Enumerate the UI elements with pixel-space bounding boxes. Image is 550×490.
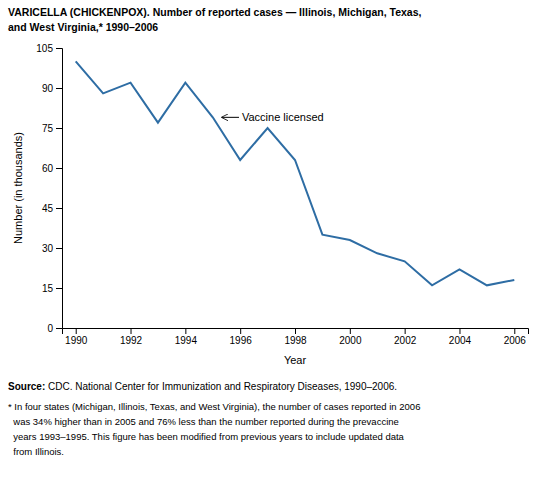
source-label: Source:	[8, 381, 45, 392]
x-tick-mark	[295, 328, 296, 334]
y-tick: 105	[36, 43, 62, 54]
y-tick: 0	[47, 323, 62, 334]
x-tick-label: 2006	[504, 335, 527, 346]
x-tick: 1996	[230, 328, 253, 346]
source-text: CDC. National Center for Immunization an…	[45, 381, 397, 392]
x-tick-mark	[350, 328, 351, 334]
y-tick-label: 30	[42, 243, 54, 254]
x-tick: 2002	[394, 328, 417, 346]
y-tick-label: 105	[36, 43, 53, 54]
y-tick: 45	[42, 203, 62, 214]
y-tick-mark	[56, 328, 62, 329]
x-tick-mark	[514, 328, 515, 334]
x-tick-label: 1992	[120, 335, 143, 346]
y-tick-label: 0	[47, 323, 53, 334]
x-tick: 1998	[284, 328, 307, 346]
x-tick: 1994	[175, 328, 198, 346]
y-tick: 60	[42, 163, 62, 174]
y-tick-label: 75	[42, 123, 54, 134]
y-tick: 75	[42, 123, 62, 134]
y-tick-mark	[56, 88, 62, 89]
y-tick-label: 15	[42, 283, 54, 294]
title: VARICELLA (CHICKENPOX). Number of report…	[8, 6, 422, 18]
x-tick-label: 2004	[449, 335, 472, 346]
y-tick-label: 45	[42, 203, 54, 214]
x-tick-mark	[131, 328, 132, 334]
x-tick: 2006	[504, 328, 527, 346]
y-tick-mark	[56, 208, 62, 209]
x-tick-label: 1994	[175, 335, 198, 346]
y-tick: 30	[42, 243, 62, 254]
x-tick: 1990	[65, 328, 88, 346]
y-axis-line	[56, 49, 63, 329]
x-axis: 1990 1992 1994 1996 1998 2000 2002 2004 2006	[63, 328, 529, 346]
x-tick-mark	[240, 328, 241, 334]
footnote: was 34% higher than in 2005 and 76% less…	[8, 416, 399, 427]
y-tick-mark	[56, 48, 62, 49]
chart: VARICELLA (CHICKENPOX). Number of report…	[0, 0, 550, 490]
y-tick-mark	[56, 288, 62, 289]
x-axis-line	[63, 329, 529, 335]
y-tick-label: 60	[42, 163, 54, 174]
x-tick-label: 1998	[284, 335, 307, 346]
x-tick-label: 1990	[65, 335, 88, 346]
footnote: from Illinois.	[8, 446, 64, 457]
annotation-arrow	[222, 117, 239, 118]
x-tick-mark	[185, 328, 186, 334]
plot: 1990 1992 1994 1996 1998 2000 2002 2004 2006 0 15 3…	[12, 43, 529, 366]
annotation: Vaccine licensed	[242, 111, 324, 123]
x-tick-label: 2002	[394, 335, 417, 346]
y-tick-label: 90	[42, 83, 54, 94]
x-tick-label: 1996	[230, 335, 253, 346]
x-tick-mark	[76, 328, 77, 334]
x-tick: 1992	[120, 328, 143, 346]
source: Source: CDC. National Center for Immuniz…	[8, 381, 397, 392]
x-tick-mark	[459, 328, 460, 334]
x-tick-label: 2000	[339, 335, 362, 346]
x-tick: 2000	[339, 328, 362, 346]
x-axis-label: Year	[284, 354, 307, 366]
footnote: * In four states (Michigan, Illinois, Te…	[8, 401, 420, 412]
y-tick-mark	[56, 168, 62, 169]
y-axis: 0 15 30 45 60 75 90 105	[36, 43, 62, 334]
y-tick: 90	[42, 83, 62, 94]
line	[76, 61, 515, 285]
y-tick-mark	[56, 248, 62, 249]
title: and West Virginia,* 1990–2006	[8, 21, 158, 33]
y-tick: 15	[42, 283, 62, 294]
x-tick-mark	[405, 328, 406, 334]
x-tick: 2004	[449, 328, 472, 346]
y-tick-mark	[56, 128, 62, 129]
marks	[76, 61, 515, 285]
y-axis-label: Number (in thousands)	[12, 132, 24, 244]
footnote: years 1993–1995. This figure has been mo…	[8, 431, 405, 442]
